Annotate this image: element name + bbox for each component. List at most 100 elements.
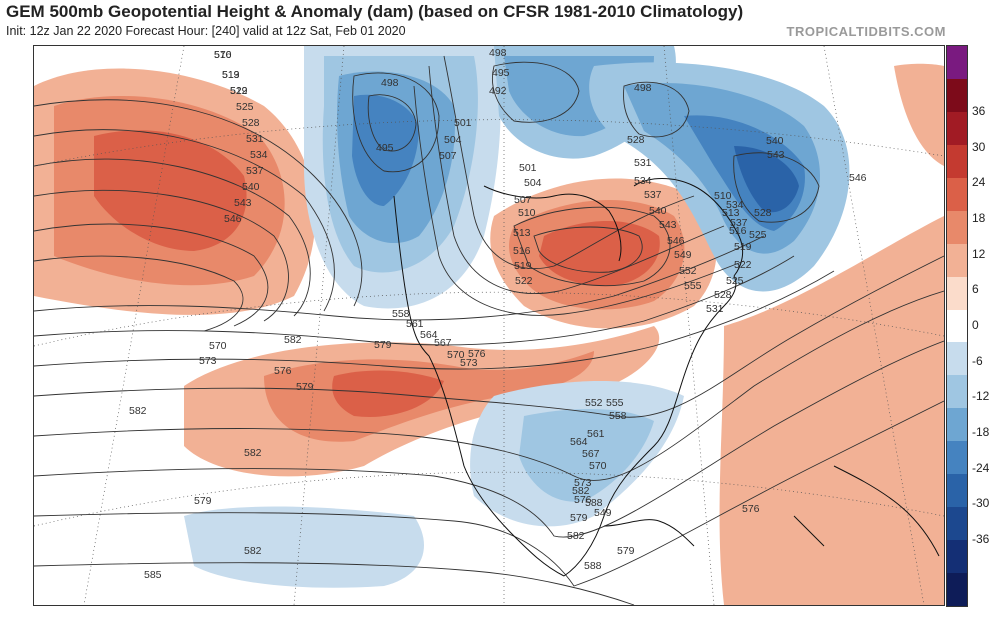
source-watermark[interactable]: TROPICALTIDBITS.COM [786,24,946,39]
colorbar-segment [947,210,967,245]
contour-label: 513 [722,207,740,219]
contour-label: 501 [454,117,472,129]
contour-label: 528 [242,117,260,129]
contour-label: 519 [514,260,532,272]
colorbar-segment [947,507,967,541]
contour-label: 534 [634,175,652,187]
contour-label: 543 [659,219,677,231]
contour-label: 519 [230,85,248,97]
colorbar-tick-label: 30 [972,139,986,154]
colorbar-tick-label: 24 [972,175,986,190]
contour-label: 555 [684,280,702,292]
colorbar-tick-label: 6 [972,282,979,297]
contour-label: 528 [754,207,772,219]
contour-label: 558 [392,308,410,320]
colorbar-tick-label: -36 [972,532,990,547]
colorbar-segment [947,111,967,146]
contour-label: 540 [766,135,784,147]
contour-label: 504 [524,177,542,189]
contour-label: 546 [667,235,685,247]
contour-label: 582 [284,334,302,346]
colorbar-segment [947,441,967,475]
contour-label: 555 [606,397,624,409]
contour-label: 507 [439,150,457,162]
contour-label: 522 [230,85,248,97]
contour-label: 573 [199,355,217,367]
contour-label: 495 [492,67,510,79]
colorbar-segment [947,276,967,311]
contour-label: 576 [574,494,592,506]
contour-label: 582 [129,405,147,417]
contour-label: 570 [447,349,465,361]
contour-label: 537 [246,165,264,177]
contour-label: 516 [729,225,747,237]
contour-label: 516 [513,245,531,257]
contour-label: 558 [609,410,627,422]
contour-label: 540 [649,205,667,217]
contour-label: 564 [570,436,588,448]
colorbar-segment [947,573,967,607]
contour-label-group: 5165195225255285315345375405435464984955… [129,47,867,581]
contour-label: 531 [634,157,652,169]
contour-label: 501 [519,162,537,174]
colorbar-tick-label: -12 [972,389,990,404]
contour-label: 561 [406,318,424,330]
map-canvas: 5165195225255285315345375405435464984955… [34,46,944,605]
contour-label: 531 [706,303,724,315]
colorbar-segment [947,144,967,179]
contour-label: 570 [209,340,227,352]
contour-label: 570 [214,49,232,61]
contour-label: 561 [587,428,605,440]
contour-label: 534 [250,149,268,161]
colorbar-segment [947,375,967,409]
colorbar-tick-label: -6 [972,353,983,368]
colorbar-tick-label: 0 [972,318,979,332]
contour-label: 516 [214,49,232,61]
contour-label: 549 [674,249,692,261]
graticule [34,46,944,605]
contour-label: 576 [468,348,486,360]
map-panel: 516 519 522 525 528 531 534 537 540 543 546 498 495 5… [33,45,945,606]
contour-label: 528 [627,134,645,146]
contour-label: 522 [515,275,533,287]
contour-label: 525 [726,275,744,287]
anomaly-shading [34,46,944,605]
contour-label: 498 [381,77,399,89]
colorbar-tick-label: 12 [972,246,986,261]
contour-label: 546 [224,213,242,225]
contour-label: 567 [434,337,452,349]
colorbar-segment [947,177,967,212]
contour-label: 537 [730,217,748,229]
contour-label: 498 [634,82,652,94]
contour-label: 582 [572,485,590,497]
contour-label: 510 [518,207,536,219]
contour-label: 576 [742,503,760,515]
colorbar-segment [947,78,967,113]
colorbar-segment [947,474,967,508]
contour-label: 552 [679,265,697,277]
colorbar-tick-label: -30 [972,496,990,511]
contour-label: 543 [767,149,785,161]
contour-label: 579 [296,381,314,393]
colorbar-segment [947,408,967,442]
contour-label: 579 [374,339,392,351]
contour-label: 573 [460,357,478,369]
contour-label: 543 [234,197,252,209]
contour-label: 573 [574,477,592,489]
contour-label: 576 [274,365,292,377]
coastlines [393,178,940,577]
contour-label: 498 [489,47,507,59]
contour-label: 525 [236,101,254,113]
colorbar-segment [947,342,967,376]
anomaly-colorbar [946,45,968,607]
contour-label: 585 [144,569,162,581]
contour-label: 528 [714,289,732,301]
contour-label: 531 [246,133,264,145]
contour-label: 534 [726,199,744,211]
colorbar-tick-label: 36 [972,103,986,118]
colorbar-tick-label: -18 [972,425,990,440]
height-contours [34,55,944,605]
contour-label: 525 [749,229,767,241]
contour-label: 588 [584,560,602,572]
contour-label: 582 [567,530,585,542]
